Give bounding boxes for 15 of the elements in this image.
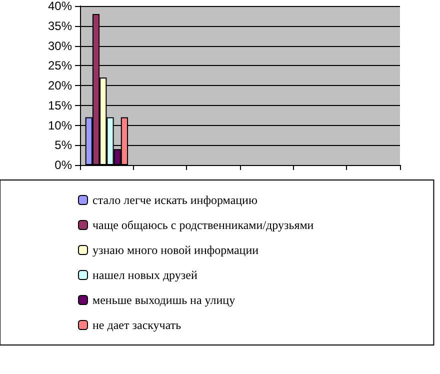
- y-tick-label: 30%: [48, 38, 72, 53]
- y-tick-label: 40%: [48, 0, 72, 13]
- legend-label: стало легче искать информацию: [92, 193, 258, 207]
- y-tick-label: 0%: [54, 158, 72, 172]
- legend-label: меньше выходишь на улицу: [92, 293, 236, 307]
- y-tick-label: 20%: [48, 78, 72, 92]
- y-tick-label: 35%: [48, 18, 72, 33]
- legend-label: не дает заскучать: [92, 318, 182, 332]
- y-tick-label: 15%: [48, 98, 72, 112]
- y-tick-label: 10%: [48, 118, 72, 132]
- y-tick-label: 5%: [54, 138, 72, 152]
- y-tick-label: 25%: [48, 58, 72, 73]
- legend-label: чаще общаюсь с родственниками/друзьями: [92, 218, 314, 232]
- legend-label: нашел новых друзей: [92, 268, 198, 282]
- legend-label: узнаю много новой информации: [92, 243, 260, 257]
